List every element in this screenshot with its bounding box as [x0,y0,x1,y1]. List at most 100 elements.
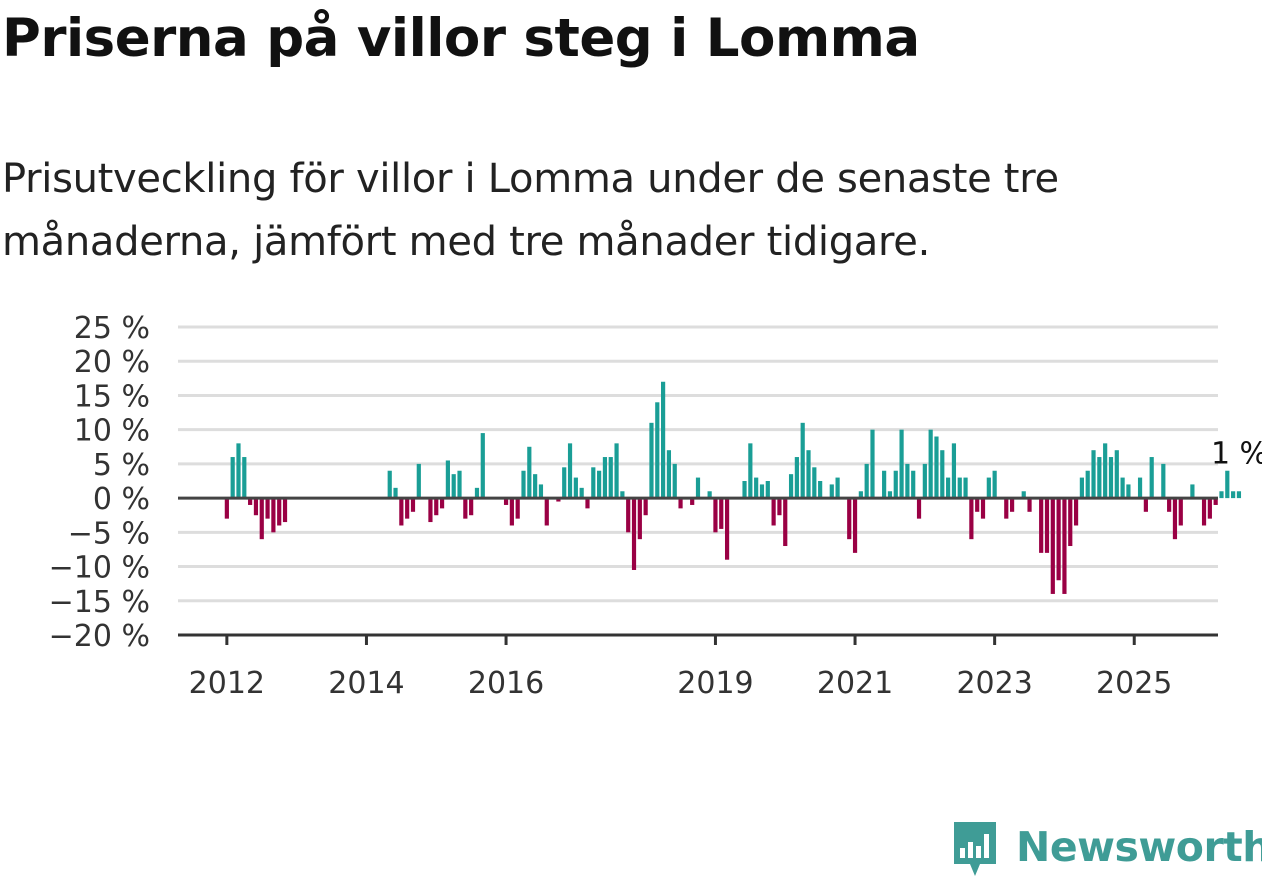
bar [806,450,811,499]
bar [533,474,538,499]
bar [1004,498,1009,519]
bar [1149,457,1154,499]
bar [562,467,567,499]
bar [544,498,549,526]
bar [969,498,974,540]
y-tick-label: 15 % [74,379,150,414]
bar [224,498,229,519]
bar [1027,498,1032,512]
y-tick-label: 25 % [74,311,150,346]
bar [1126,484,1131,499]
chart-subtitle: Prisutveckling för villor i Lomma under … [2,156,1059,265]
bar [608,457,613,499]
bar [1103,443,1108,499]
bar [643,498,648,516]
bar [480,433,485,499]
bar [434,498,439,516]
bar [469,498,474,516]
bar [905,463,910,499]
bar [852,498,858,553]
bar [1219,491,1224,499]
bar-chart-icon [954,822,996,876]
bar [248,498,253,505]
bar [1207,498,1212,519]
bar [521,470,526,499]
bar [445,460,450,499]
bar [1079,477,1084,499]
bar [271,498,276,533]
annotations: 1 % [1211,436,1262,471]
bar [748,443,753,499]
bar [1201,498,1207,526]
bar [713,498,718,533]
x-tick-label: 2014 [328,666,404,701]
bar [1021,491,1026,499]
y-tick-label: −10 % [49,551,150,586]
bar [410,498,416,512]
bar [416,463,421,499]
bar [585,498,590,509]
bar [1143,498,1148,512]
bar [922,463,927,499]
bar [1178,498,1183,526]
x-tick-label: 2012 [189,666,265,701]
y-tick-label: 20 % [74,345,150,380]
bar [236,443,241,499]
bar [1085,470,1090,499]
bar [527,446,532,499]
bar [864,463,869,499]
bar-chart: 25 %20 %15 %10 %5 %0 %−5 %−10 %−15 %−20 … [49,311,1262,701]
bar [946,477,951,499]
bar [626,498,631,533]
bar [282,498,288,523]
bar [899,429,904,499]
bar [754,477,759,499]
bar [940,450,945,499]
bar [1108,457,1114,499]
bar [963,477,968,499]
bar [428,498,433,523]
bar [509,498,514,526]
bar [439,498,445,509]
y-tick-label: 10 % [74,414,150,449]
bar [887,491,893,499]
bar [277,498,282,526]
bar [515,498,520,519]
bar [1091,450,1096,499]
bar [911,470,916,499]
bar [614,443,619,499]
bar [457,470,462,499]
bar [451,474,456,499]
bars [224,381,1242,594]
bar [463,498,468,519]
bar [567,443,573,499]
bar [858,491,863,499]
x-tick-label: 2021 [817,666,893,701]
bar [230,457,235,499]
bar [1114,450,1119,499]
bar [678,498,683,509]
bar [986,477,991,499]
bar [916,498,922,519]
x-axis-labels: 2012 2014 2016 2019 2021 2023 2025 [189,666,1173,701]
bar [672,463,677,499]
bar [1161,463,1166,499]
bar [1172,498,1178,540]
bar [1120,477,1125,499]
y-tick-label: −5 % [68,516,150,551]
bar [707,491,712,499]
bar [1050,498,1055,594]
y-tick-label: 0 % [93,482,150,517]
bar [847,498,852,540]
bar [405,498,410,519]
bar [631,498,637,570]
bar [765,481,770,499]
bar [265,498,270,519]
bar [893,470,898,499]
bar [783,498,788,547]
bar [934,436,939,499]
bar [597,470,602,499]
bar [690,498,695,505]
bar [602,457,608,499]
bar [957,477,962,499]
